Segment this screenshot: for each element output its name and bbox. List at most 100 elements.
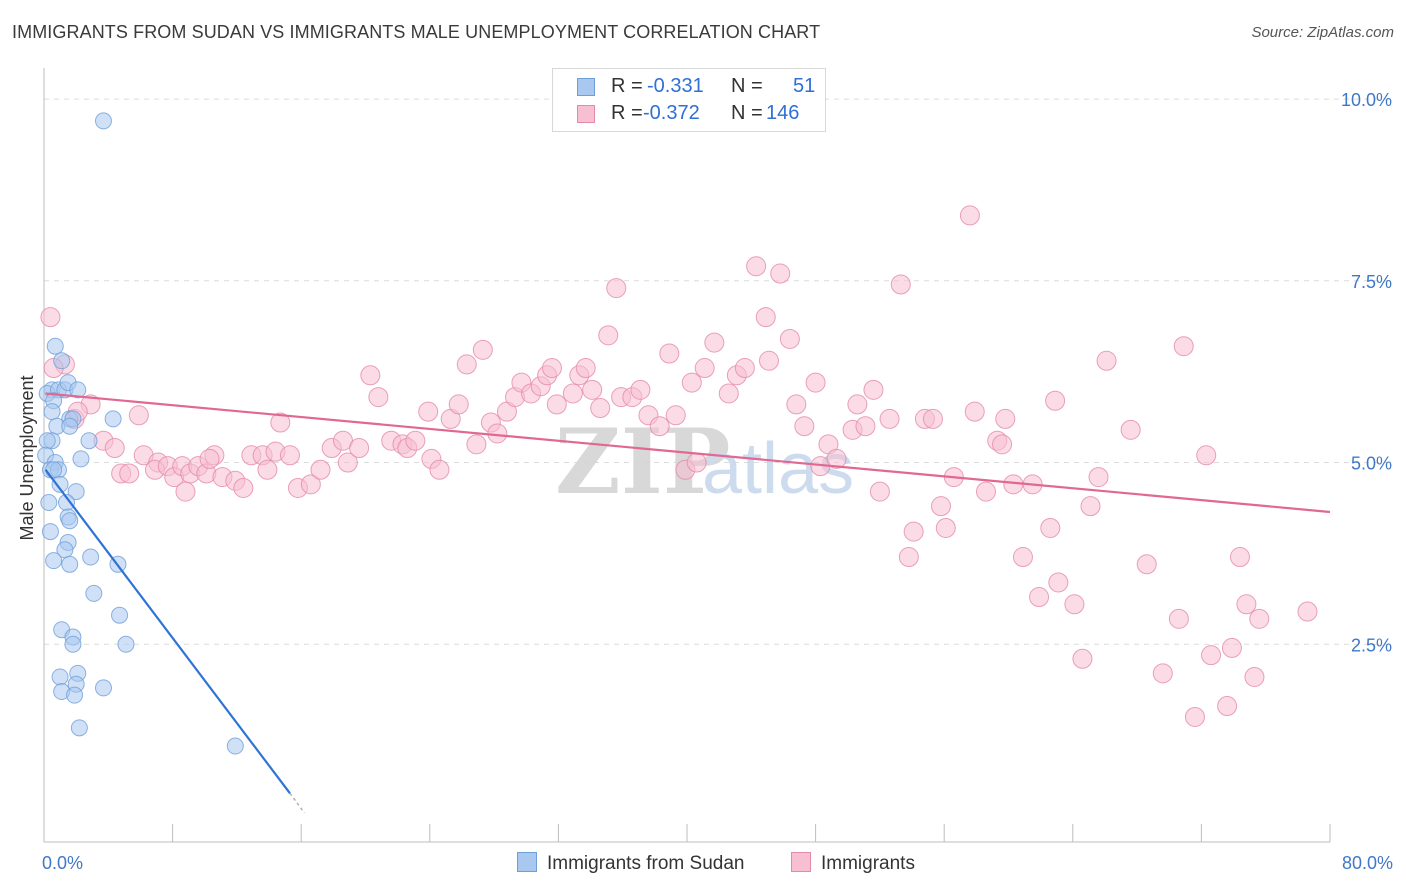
immigrants-point bbox=[935, 517, 956, 538]
immigrants-point bbox=[1012, 547, 1033, 568]
immigrants-point bbox=[310, 459, 331, 480]
r-value: -0.331 bbox=[647, 75, 704, 97]
immigrants-point bbox=[755, 307, 776, 328]
immigrants-point bbox=[582, 379, 603, 400]
immigrants-point bbox=[794, 416, 815, 437]
immigrants-point bbox=[1249, 608, 1270, 629]
immigrants-point bbox=[855, 416, 876, 437]
immigrants-swatch bbox=[577, 105, 595, 123]
immigrants-point bbox=[975, 481, 996, 502]
immigrants-point bbox=[1048, 572, 1069, 593]
immigrants-point bbox=[466, 434, 487, 455]
immigrants-point bbox=[686, 452, 707, 473]
immigrants-point bbox=[40, 307, 61, 328]
sudan-trend-line bbox=[44, 469, 291, 794]
immigrants-point bbox=[805, 372, 826, 393]
immigrants-point bbox=[418, 401, 439, 422]
immigrants-point bbox=[429, 459, 450, 480]
immigrants-point bbox=[337, 452, 358, 473]
sudan-point bbox=[43, 403, 61, 421]
immigrants-point bbox=[746, 256, 767, 277]
immigrants-point bbox=[575, 358, 596, 379]
sudan-trend-extension bbox=[289, 792, 306, 814]
source-credit: Source: ZipAtlas.com bbox=[1251, 24, 1394, 41]
n-label: N = bbox=[731, 75, 763, 97]
immigrants-point bbox=[930, 496, 951, 517]
immigrants-point bbox=[300, 474, 321, 495]
sudan-point bbox=[40, 494, 58, 512]
immigrants-point bbox=[758, 350, 779, 371]
sudan-legend-swatch bbox=[517, 852, 537, 872]
immigrants-point bbox=[448, 394, 469, 415]
immigrants-point bbox=[1196, 445, 1217, 466]
sudan-point bbox=[45, 552, 63, 570]
immigrants-point bbox=[665, 405, 686, 426]
immigrants-point bbox=[1168, 608, 1189, 629]
immigrants-point bbox=[1217, 696, 1238, 717]
stats-legend: R = -0.331 N = 51 R = -0.372 N = 146 bbox=[552, 68, 826, 132]
immigrants-point bbox=[649, 416, 670, 437]
immigrants-point bbox=[119, 463, 140, 484]
immigrants-point bbox=[995, 408, 1016, 429]
sudan-point bbox=[94, 112, 112, 130]
sudan-point bbox=[226, 737, 244, 755]
immigrants-point bbox=[704, 332, 725, 353]
immigrants-point bbox=[890, 274, 911, 295]
immigrants-point bbox=[590, 398, 611, 419]
immigrants-point bbox=[898, 547, 919, 568]
immigrants-point bbox=[770, 263, 791, 284]
immigrants-point bbox=[659, 343, 680, 364]
sudan-point bbox=[46, 337, 64, 355]
immigrants-point bbox=[1201, 645, 1222, 666]
sudan-point bbox=[66, 686, 84, 704]
immigrants-point bbox=[630, 379, 651, 400]
legend-item-immigrants[interactable]: Immigrants bbox=[791, 852, 915, 875]
sudan-point bbox=[61, 512, 79, 530]
immigrants-point bbox=[233, 477, 254, 498]
sudan-point bbox=[64, 635, 82, 653]
sudan-point bbox=[82, 548, 100, 566]
immigrants-point bbox=[869, 481, 890, 502]
immigrants-point bbox=[1152, 663, 1173, 684]
immigrants-point bbox=[694, 358, 715, 379]
immigrants-point bbox=[360, 365, 381, 386]
legend-label-sudan: Immigrants from Sudan bbox=[547, 853, 745, 874]
sudan-point bbox=[85, 584, 103, 602]
series-immigrants bbox=[40, 205, 1318, 727]
immigrants-point bbox=[826, 448, 847, 469]
immigrants-point bbox=[128, 405, 149, 426]
r-label: R = bbox=[611, 75, 643, 97]
immigrants-point bbox=[1236, 594, 1257, 615]
sudan-point bbox=[72, 450, 90, 468]
immigrants-point bbox=[1229, 547, 1250, 568]
trend-lines bbox=[44, 392, 1331, 814]
immigrants-point bbox=[1096, 350, 1117, 371]
immigrants-point bbox=[349, 438, 370, 458]
sudan-swatch bbox=[577, 78, 595, 96]
immigrants-point bbox=[456, 354, 477, 375]
y-tick-label: 7.5% bbox=[1351, 272, 1392, 292]
immigrants-legend-swatch bbox=[791, 852, 811, 872]
immigrants-point bbox=[546, 394, 567, 415]
immigrants-point bbox=[562, 383, 583, 404]
immigrants-point bbox=[992, 434, 1013, 455]
immigrants-point bbox=[1072, 648, 1093, 669]
immigrants-point bbox=[405, 430, 426, 451]
immigrants-point bbox=[368, 387, 389, 408]
n-value: 146 bbox=[766, 102, 800, 124]
x-tick-label-min: 0.0% bbox=[42, 853, 83, 873]
immigrants-point bbox=[1045, 390, 1066, 411]
legend-item-sudan[interactable]: Immigrants from Sudan bbox=[517, 852, 744, 875]
immigrants-point bbox=[1173, 336, 1194, 357]
immigrants-point bbox=[959, 205, 980, 226]
sudan-point bbox=[61, 555, 79, 573]
sudan-point bbox=[67, 483, 85, 501]
immigrants-point bbox=[1184, 706, 1205, 727]
immigrants-point bbox=[1221, 637, 1242, 658]
sudan-point bbox=[70, 719, 88, 737]
sudan-point bbox=[94, 679, 112, 697]
sudan-point bbox=[117, 635, 135, 653]
x-tick-label-max: 80.0% bbox=[1342, 853, 1393, 873]
immigrants-point bbox=[104, 438, 125, 458]
